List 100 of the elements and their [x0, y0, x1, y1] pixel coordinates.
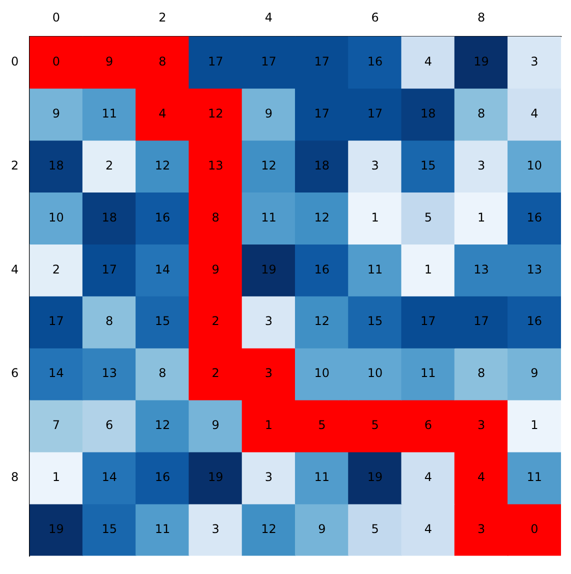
data-label: 12 [208, 106, 224, 120]
data-label: 10 [526, 158, 542, 172]
data-label: 12 [261, 158, 276, 172]
y-tick-label: 8 [10, 470, 19, 484]
data-label: 0 [52, 54, 60, 68]
data-label: 1 [477, 210, 486, 224]
data-label: 19 [48, 522, 64, 536]
data-label: 18 [420, 106, 436, 120]
data-label: 16 [526, 314, 542, 328]
data-label: 15 [367, 314, 383, 328]
data-label: 15 [420, 158, 436, 172]
data-label: 8 [477, 366, 486, 380]
data-label: 10 [48, 210, 64, 224]
data-label: 9 [106, 54, 114, 68]
data-label: 8 [158, 54, 166, 68]
data-label: 4 [424, 470, 432, 484]
data-label: 10 [367, 366, 383, 380]
data-label: 3 [477, 522, 486, 536]
data-label: 15 [154, 314, 170, 328]
data-label: 3 [212, 522, 220, 536]
data-label: 9 [212, 418, 220, 432]
data-label: 11 [420, 366, 436, 380]
data-label: 12 [314, 314, 330, 328]
data-label: 2 [212, 366, 220, 380]
data-label: 13 [208, 158, 224, 172]
data-label: 4 [424, 54, 432, 68]
data-label: 14 [102, 470, 117, 484]
data-label: 14 [154, 262, 170, 276]
data-label: 17 [314, 106, 330, 120]
data-label: 1 [264, 418, 273, 432]
x-tick-label: 2 [158, 10, 166, 24]
data-label: 8 [158, 366, 166, 380]
data-label: 12 [154, 158, 170, 172]
data-label: 11 [526, 470, 542, 484]
data-label: 13 [526, 262, 542, 276]
data-label: 9 [264, 106, 273, 120]
data-label: 9 [530, 366, 538, 380]
data-label: 19 [474, 54, 489, 68]
data-label: 4 [158, 106, 166, 120]
data-label: 2 [212, 314, 220, 328]
data-label: 17 [367, 106, 383, 120]
data-label: 9 [212, 262, 220, 276]
data-label: 2 [106, 158, 114, 172]
data-label: 9 [318, 522, 326, 536]
data-label: 19 [208, 470, 224, 484]
x-tick-label: 0 [52, 10, 60, 24]
data-label: 17 [102, 262, 117, 276]
data-label: 5 [371, 522, 379, 536]
data-label: 18 [48, 158, 64, 172]
data-label: 18 [314, 158, 330, 172]
data-label: 1 [424, 262, 432, 276]
data-label: 12 [314, 210, 330, 224]
data-label: 4 [477, 470, 486, 484]
data-label: 8 [477, 106, 486, 120]
data-label: 11 [314, 470, 330, 484]
data-label: 17 [208, 54, 224, 68]
data-label: 18 [102, 210, 117, 224]
data-label: 19 [367, 470, 383, 484]
data-label: 17 [261, 54, 276, 68]
data-label: 3 [264, 314, 273, 328]
data-label: 1 [530, 418, 538, 432]
data-label: 12 [154, 418, 170, 432]
data-label: 6 [106, 418, 114, 432]
data-label: 3 [264, 366, 273, 380]
data-label: 3 [477, 158, 486, 172]
x-tick-label: 6 [371, 10, 379, 24]
data-label: 8 [212, 210, 220, 224]
data-label: 9 [52, 106, 60, 120]
data-label: 17 [48, 314, 64, 328]
data-label: 16 [154, 470, 170, 484]
data-label: 3 [371, 158, 379, 172]
data-label: 5 [424, 210, 432, 224]
data-label: 16 [154, 210, 170, 224]
data-label: 3 [477, 418, 486, 432]
data-label: 3 [530, 54, 538, 68]
data-label: 12 [261, 522, 276, 536]
y-tick-label: 2 [10, 158, 19, 172]
data-label: 13 [474, 262, 489, 276]
y-tick-label: 6 [10, 366, 19, 380]
data-label: 7 [52, 418, 60, 432]
x-tick-label: 8 [477, 10, 486, 24]
data-label: 6 [424, 418, 432, 432]
x-tick-label: 4 [264, 10, 273, 24]
data-label: 3 [264, 470, 273, 484]
data-label: 10 [314, 366, 330, 380]
data-label: 1 [371, 210, 379, 224]
data-label: 4 [424, 522, 432, 536]
data-label: 19 [261, 262, 276, 276]
data-label: 17 [314, 54, 330, 68]
data-label: 0 [530, 522, 538, 536]
data-label: 16 [526, 210, 542, 224]
data-label: 15 [102, 522, 117, 536]
data-label: 11 [102, 106, 117, 120]
data-label: 2 [52, 262, 60, 276]
data-label: 16 [314, 262, 330, 276]
data-label: 17 [474, 314, 489, 328]
data-label: 1 [52, 470, 60, 484]
data-label: 5 [318, 418, 326, 432]
data-label: 11 [367, 262, 383, 276]
data-label: 5 [371, 418, 379, 432]
